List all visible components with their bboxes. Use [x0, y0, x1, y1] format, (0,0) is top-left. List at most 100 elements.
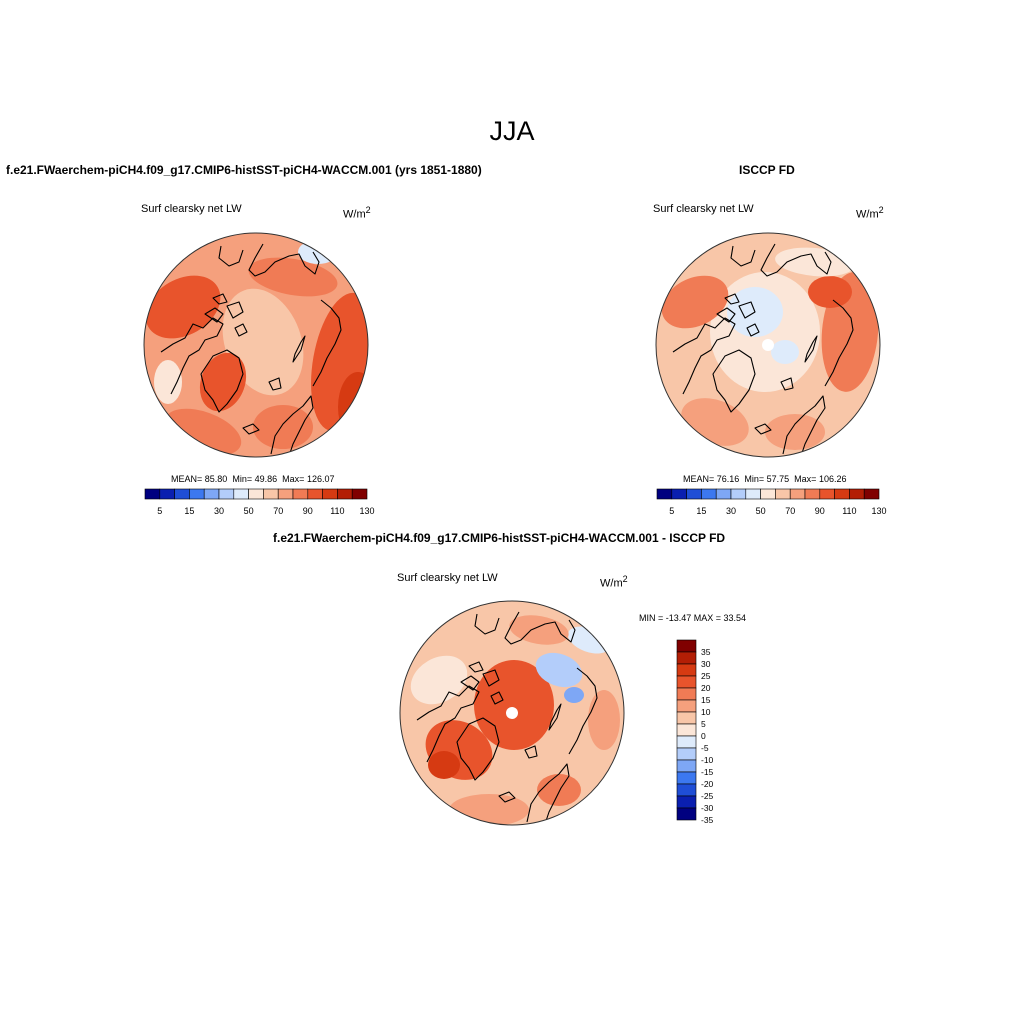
field-region [661, 275, 729, 329]
colorbar-swatch [789, 488, 806, 500]
coastline [724, 293, 740, 305]
panel3-units: W/m2 [600, 574, 628, 590]
colorbar-swatch [715, 488, 732, 500]
coastline [218, 245, 244, 267]
coastline [754, 423, 772, 435]
coastline [268, 377, 282, 391]
panel2-variable: Surf clearsky net LW [653, 203, 754, 215]
colorbar-tick-label: 70 [273, 506, 283, 516]
panel3-polar-map [399, 600, 625, 826]
coastline [204, 307, 224, 323]
coastline [416, 685, 480, 763]
coastline [234, 323, 248, 337]
colorbar-swatch [804, 488, 821, 500]
colorbar-swatch [189, 488, 205, 500]
colorbar-swatch [263, 488, 279, 500]
colorbar-swatch [337, 488, 353, 500]
coastline [504, 611, 576, 645]
field-region [428, 751, 460, 779]
colorbar-swatch [203, 488, 220, 500]
panel1-units: W/m2 [343, 205, 371, 221]
colorbar-swatch [745, 488, 761, 500]
map-boundary [143, 232, 369, 458]
pole-missing-data [506, 707, 518, 719]
panel1-stats: MEAN= 85.80 Min= 49.86 Max= 126.07 [171, 474, 335, 484]
panel2-title: ISCCP FD [739, 163, 795, 177]
panel3-variable: Surf clearsky net LW [397, 572, 498, 584]
panel3-stats: MIN = -13.47 MAX = 33.54 [639, 613, 747, 623]
colorbar-swatch [676, 759, 697, 773]
colorbar-swatch [834, 488, 850, 500]
coastline [738, 301, 756, 319]
colorbar-swatch [819, 488, 835, 500]
colorbar-tick-label: 130 [359, 506, 374, 516]
colorbar-swatch [676, 771, 697, 785]
panel1-variable: Surf clearsky net LW [141, 203, 242, 215]
colorbar-swatch [671, 488, 687, 500]
coastline [242, 423, 260, 435]
colorbar-tick-label: 35 [701, 647, 711, 657]
colorbar-swatch [277, 488, 294, 500]
colorbar-tick-label: 15 [184, 506, 194, 516]
colorbar-swatch [676, 735, 697, 749]
panel1-title: f.e21.FWaerchem-piCH4.f09_g17.CMIP6-hist… [6, 163, 482, 177]
colorbar-swatch [863, 488, 880, 500]
colorbar-swatch [322, 488, 338, 500]
pole-missing-data [762, 339, 774, 351]
colorbar-swatch [676, 723, 697, 737]
colorbar-swatch [676, 699, 697, 713]
field-region [771, 340, 799, 364]
coastline [460, 675, 480, 691]
field-region [410, 655, 468, 705]
colorbar-swatch [676, 795, 697, 809]
coastline [456, 717, 500, 781]
map-boundary [655, 232, 881, 458]
colorbar-tick-label: 25 [701, 671, 711, 681]
colorbar-swatch [676, 807, 697, 821]
colorbar-swatch [686, 488, 702, 500]
colorbar-tick-label: 15 [696, 506, 706, 516]
coastline [804, 335, 818, 363]
colorbar-swatch [730, 488, 747, 500]
colorbar-swatch [676, 783, 697, 797]
panel2-colorbar: 5 15 30 50 70 90 110 130 [656, 488, 887, 516]
colorbar-swatch [656, 488, 673, 500]
colorbar-tick-label: 50 [244, 506, 254, 516]
coastline [672, 317, 736, 395]
colorbar-swatch [676, 639, 697, 653]
coastline [468, 661, 484, 673]
field-region [449, 794, 529, 825]
colorbar-tick-label: -25 [701, 791, 714, 801]
colorbar-tick-label: -5 [701, 743, 709, 753]
field-region [535, 652, 583, 688]
colorbar-swatch [676, 675, 697, 689]
colorbar-tick-label: 5 [669, 506, 674, 516]
field-region [564, 687, 584, 703]
colorbar-tick-label: 110 [330, 506, 344, 516]
colorbar-swatch [849, 488, 865, 500]
colorbar-swatch [248, 488, 264, 500]
colorbar-tick-label: 70 [785, 506, 795, 516]
coastline [270, 395, 314, 457]
colorbar-swatch [676, 651, 697, 665]
panel2-units: W/m2 [856, 205, 884, 221]
panel2-polar-map [655, 232, 881, 458]
field-region [808, 276, 852, 308]
colorbar-swatch [676, 687, 697, 701]
colorbar-swatch [775, 488, 791, 500]
colorbar-tick-label: 30 [701, 659, 711, 669]
colorbar-tick-label: 0 [701, 731, 706, 741]
coastline [212, 293, 228, 305]
coastline [782, 395, 826, 457]
coastline [526, 763, 570, 825]
colorbar-swatch [144, 488, 161, 500]
colorbar-tick-label: -30 [701, 803, 714, 813]
colorbar-tick-label: 50 [756, 506, 766, 516]
field-region [199, 352, 247, 412]
panel1-polar-map [143, 232, 369, 458]
colorbar-tick-label: 90 [815, 506, 825, 516]
colorbar-swatch [676, 663, 697, 677]
coastline [730, 245, 756, 267]
colorbar-swatch [676, 711, 697, 725]
colorbar-swatch [701, 488, 717, 500]
